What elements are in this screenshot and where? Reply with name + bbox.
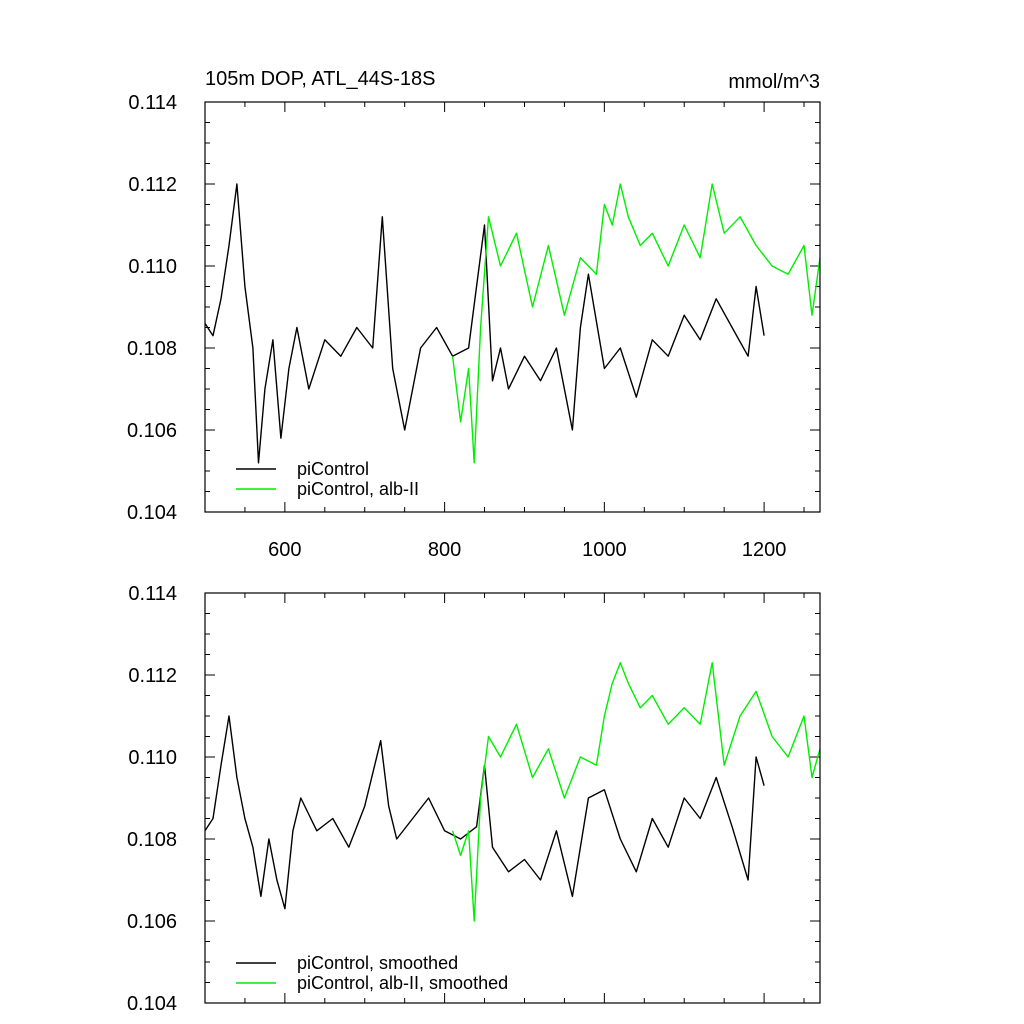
top-panel-ticks: 0.104 0.106 0.108 0.110 0.112 0.114 600 800 1000… — [127, 92, 820, 561]
top-panel-units: mmol/m^3 — [728, 71, 820, 93]
y-tick-label: 0.112 — [128, 174, 177, 196]
bottom-panel-frame — [204, 592, 821, 1004]
y-tick-label: 0.104 — [127, 502, 177, 524]
y-tick-label: 0.108 — [127, 829, 177, 851]
bottom-panel-ticks: 0.104 0.106 0.108 0.110 0.112 0.114 — [127, 583, 820, 1015]
y-tick-label: 0.114 — [128, 583, 177, 605]
top-panel: 105m DOP, ATL_44S-18S mmol/m^3 0.1040.10… — [127, 68, 821, 561]
legend-label-alb-ii-smoothed: piControl, alb-II, smoothed — [297, 973, 508, 993]
legend-label-picontrol: piControl — [297, 459, 369, 479]
x-tick-label: 800 — [428, 539, 461, 561]
x-tick-label: 600 — [268, 539, 301, 561]
y-tick-label: 0.114 — [128, 92, 177, 114]
y-tick-label: 0.106 — [127, 420, 177, 442]
legend-label-picontrol-smoothed: piControl, smoothed — [297, 953, 458, 973]
series-line-picontrol-smoothed — [204, 715, 765, 910]
y-tick-label: 0.106 — [127, 911, 177, 933]
y-tick-label: 0.110 — [128, 747, 177, 769]
top-panel-legend: piControl piControl, alb-II — [236, 459, 419, 499]
series-line-picontrol-alb-ii — [451, 183, 821, 464]
y-tick-label: 0.112 — [128, 665, 177, 687]
y-tick-label: 0.104 — [127, 993, 177, 1015]
y-tick-label: 0.108 — [127, 338, 177, 360]
series-line-picontrol — [204, 183, 765, 464]
x-tick-label: 1000 — [582, 539, 627, 561]
series-line-picontrol-alb-ii-smoothed — [451, 662, 821, 922]
bottom-panel-series — [204, 662, 821, 922]
bottom-panel-legend: piControl, smoothed piControl, alb-II, s… — [236, 953, 508, 993]
top-panel-title: 105m DOP, ATL_44S-18S — [205, 68, 436, 90]
top-panel-frame — [204, 101, 821, 513]
legend-label-alb-ii: piControl, alb-II — [297, 479, 419, 499]
x-tick-label: 1200 — [742, 539, 787, 561]
top-panel-series — [204, 183, 821, 464]
bottom-panel: 0.104 0.106 0.108 0.110 0.112 0.114 piControl… — [127, 583, 821, 1015]
y-tick-label: 0.110 — [128, 256, 177, 278]
